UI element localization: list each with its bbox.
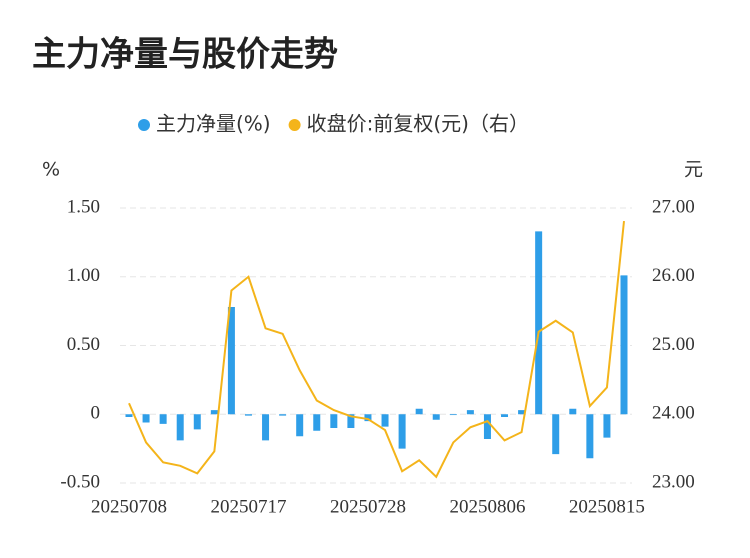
bar [330, 414, 338, 428]
legend-marker [138, 119, 150, 131]
y2-tick-label: 25.00 [652, 334, 695, 355]
y-axis-unit: % [42, 159, 60, 181]
x-tick-label: 20250815 [569, 496, 645, 517]
bar [603, 414, 611, 438]
bar [176, 414, 184, 441]
bar [244, 414, 252, 416]
bar [296, 414, 304, 437]
y2-tick-label: 23.00 [652, 471, 695, 492]
y2-tick-label: 24.00 [652, 403, 695, 424]
legend-label: 主力净量(%) [156, 112, 271, 136]
legend-label: 收盘价:前复权(元)（右） [307, 112, 529, 136]
y-tick-label: -0.50 [60, 471, 100, 492]
bar [125, 414, 133, 417]
x-tick-label: 20250728 [330, 496, 406, 517]
bar [552, 414, 560, 455]
bar [501, 414, 509, 417]
bar [262, 414, 270, 441]
bar [518, 410, 526, 415]
bar [415, 408, 423, 415]
x-tick-label: 20250717 [210, 496, 286, 517]
bar [142, 414, 150, 423]
bar [432, 414, 440, 420]
bar [313, 414, 321, 431]
y-tick-label: 1.50 [67, 196, 100, 217]
price-line [128, 220, 625, 479]
bar [466, 410, 474, 415]
bar [398, 414, 406, 449]
y-tick-label: 0.50 [67, 334, 100, 355]
bar [449, 414, 457, 416]
bar [381, 414, 389, 427]
bar [483, 414, 491, 439]
bar [620, 275, 628, 415]
bar [347, 414, 355, 428]
x-tick-label: 20250708 [91, 496, 167, 517]
y2-tick-label: 27.00 [652, 196, 695, 217]
bar [227, 307, 235, 415]
bar [569, 408, 577, 415]
chart-title: 主力净量与股价走势 [32, 35, 338, 75]
y2-tick-label: 26.00 [652, 265, 695, 286]
bar [364, 414, 372, 422]
bar [535, 231, 543, 415]
bar [279, 414, 287, 416]
bar [586, 414, 594, 459]
bar [210, 410, 218, 415]
bar [159, 414, 167, 424]
x-tick-label: 20250806 [449, 496, 525, 517]
y-tick-label: 1.00 [67, 265, 100, 286]
y-tick-label: 0 [91, 403, 101, 424]
y2-axis-unit: 元 [684, 159, 703, 181]
legend-marker [288, 119, 301, 131]
bar [193, 414, 201, 430]
